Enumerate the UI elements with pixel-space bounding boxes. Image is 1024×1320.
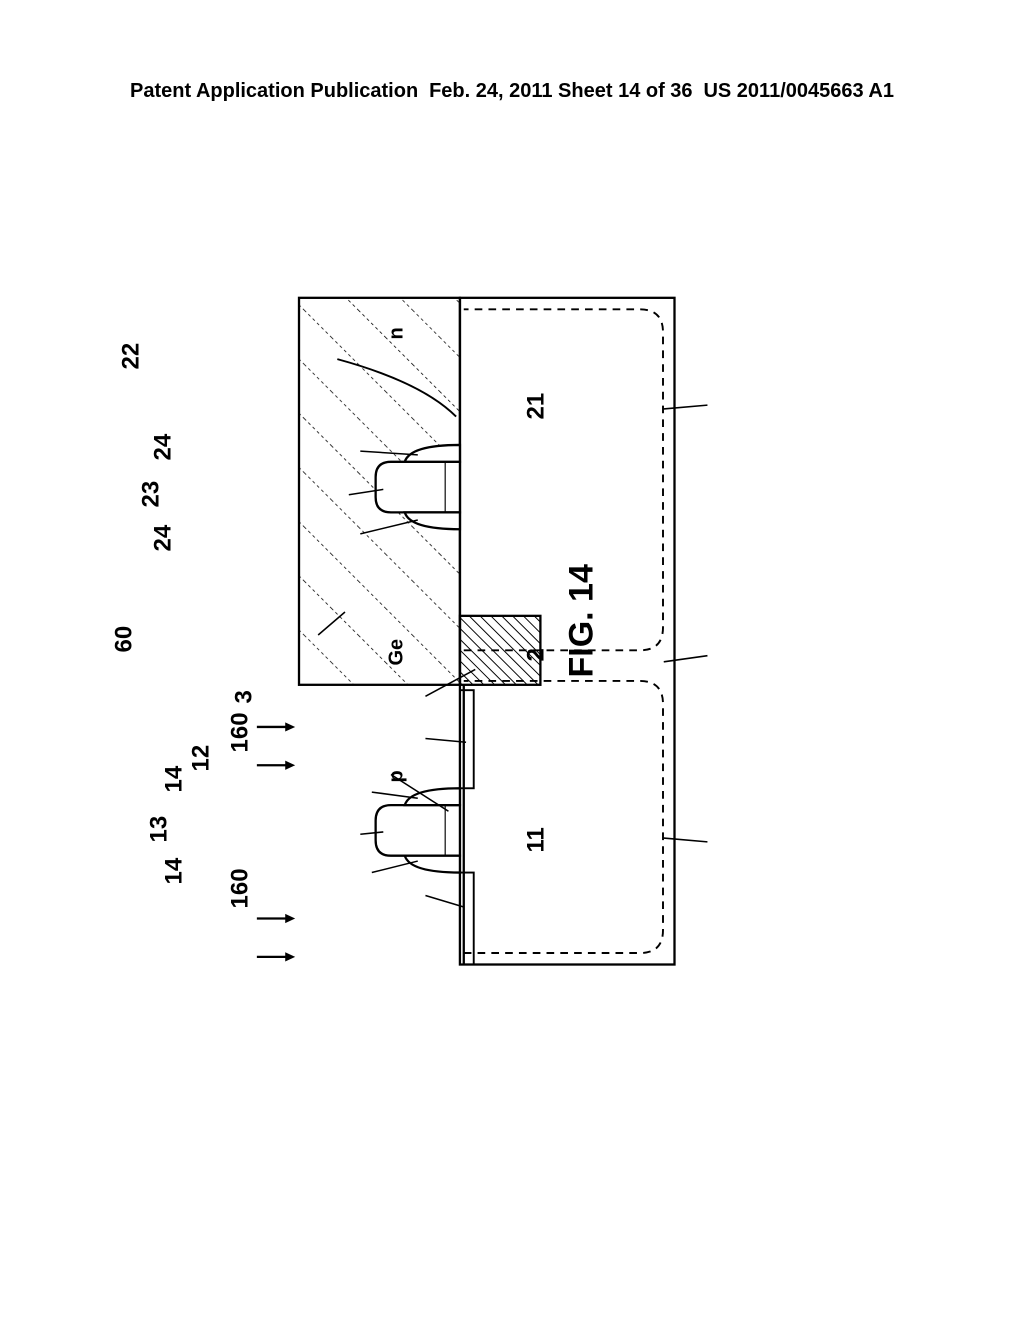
page-header: Patent Application Publication Feb. 24, … — [0, 80, 1024, 103]
label-21: 21 — [523, 393, 551, 420]
left-gate-stack — [376, 788, 460, 872]
label-160-left: 160 — [227, 868, 255, 908]
label-11: 11 — [523, 827, 551, 852]
figure-caption: FIG. 14 — [563, 564, 602, 677]
label-22: 22 — [118, 343, 146, 370]
diagram-container: 160 14 13 14 12 160 3 60 24 23 24 22 11 … — [33, 283, 953, 988]
label-14-left: 14 — [161, 858, 189, 885]
p-well — [464, 681, 663, 953]
label-23: 23 — [138, 481, 166, 508]
header-center: Feb. 24, 2011 Sheet 14 of 36 — [429, 80, 692, 103]
label-3: 3 — [231, 690, 259, 703]
label-12: 12 — [188, 745, 216, 772]
label-p: p — [386, 770, 409, 782]
label-Ge: Ge — [386, 639, 409, 666]
header-left: Patent Application Publication — [130, 80, 418, 103]
label-n: n — [386, 327, 409, 339]
label-160-right: 160 — [227, 712, 255, 752]
label-24-right: 24 — [150, 434, 178, 461]
label-14-right: 14 — [161, 766, 189, 793]
label-13: 13 — [146, 816, 174, 843]
label-24-left: 24 — [150, 525, 178, 552]
silicide-left — [460, 873, 474, 965]
label-60: 60 — [111, 626, 139, 653]
arrows-group — [257, 722, 295, 961]
header-right: US 2011/0045663 A1 — [703, 80, 894, 103]
label-2: 2 — [523, 648, 551, 661]
silicide-right — [460, 690, 474, 788]
